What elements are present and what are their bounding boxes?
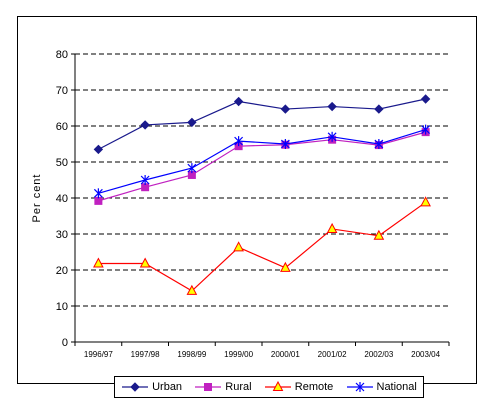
urban-point	[140, 120, 150, 130]
national-point	[327, 131, 337, 142]
rural-legend-swatch	[195, 383, 222, 391]
y-tick-label: 50	[56, 157, 68, 169]
remote-point	[139, 257, 151, 268]
urban-series-line	[98, 98, 426, 150]
urban-point	[374, 104, 384, 114]
x-tick-label: 1999/00	[224, 350, 253, 359]
national-point	[93, 188, 103, 199]
urban-point	[187, 117, 197, 128]
y-tick-label: 30	[56, 229, 68, 241]
remote-point	[93, 257, 104, 268]
x-tick-label: 2002/03	[364, 350, 393, 359]
urban-point	[327, 101, 337, 112]
y-tick-label: 40	[56, 193, 68, 205]
remote-series-line	[98, 201, 426, 292]
national-point	[421, 124, 431, 135]
x-tick-label: 2003/04	[411, 350, 440, 359]
remote-legend-swatch	[264, 381, 291, 391]
urban-point	[420, 94, 431, 104]
y-axis-label: Per cent	[31, 174, 43, 223]
urban-point	[280, 104, 291, 114]
legend-label-remote: Remote	[294, 381, 334, 393]
x-tick-label: 1996/97	[84, 350, 113, 359]
national-series-line	[98, 129, 426, 194]
legend-item-national: National	[346, 381, 417, 393]
legend-label-urban: Urban	[152, 381, 183, 393]
remote-point	[233, 241, 244, 252]
y-tick-label: 70	[56, 85, 68, 97]
x-tick-label: 2000/01	[271, 350, 300, 359]
chart-frame: 0 10 20 30 40 50 60 70 80 1996/97 1997/98 1998/99 19…	[17, 16, 477, 384]
legend-label-national: National	[376, 381, 417, 393]
x-tick-label: 2001/02	[318, 350, 347, 359]
national-point	[234, 136, 244, 147]
x-tick-label: 1998/99	[177, 350, 206, 359]
legend-item-rural: Rural	[194, 381, 252, 393]
national-point	[140, 175, 150, 185]
y-tick-label: 60	[56, 121, 68, 133]
rural-series-line	[98, 131, 426, 202]
national-point	[374, 139, 384, 149]
y-tick-label: 0	[62, 337, 68, 349]
remote-point	[373, 229, 385, 240]
urban-legend-swatch	[122, 382, 149, 392]
urban-point	[93, 144, 104, 155]
remote-point	[186, 284, 198, 295]
remote-point	[280, 261, 291, 272]
national-point	[280, 139, 290, 149]
urban-point	[233, 96, 244, 107]
national-point	[187, 163, 197, 174]
y-tick-label: 10	[56, 301, 68, 313]
legend-item-remote: Remote	[264, 381, 334, 393]
rural-point	[94, 196, 103, 205]
remote-point	[326, 222, 338, 233]
legend-label-rural: Rural	[225, 381, 252, 393]
y-tick-label: 80	[56, 49, 68, 61]
x-tick-label: 1997/98	[131, 350, 160, 359]
line-chart: 0 10 20 30 40 50 60 70 80 1996/97 1997/98 1998/99 19…	[31, 49, 450, 359]
remote-point	[420, 196, 431, 207]
legend-item-urban: Urban	[121, 381, 182, 393]
national-legend-swatch	[346, 382, 373, 392]
chart-legend: Urban Rural Remote National	[114, 376, 424, 398]
y-tick-label: 20	[56, 265, 68, 277]
